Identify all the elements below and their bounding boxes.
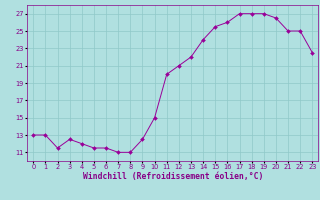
X-axis label: Windchill (Refroidissement éolien,°C): Windchill (Refroidissement éolien,°C) <box>83 172 263 181</box>
